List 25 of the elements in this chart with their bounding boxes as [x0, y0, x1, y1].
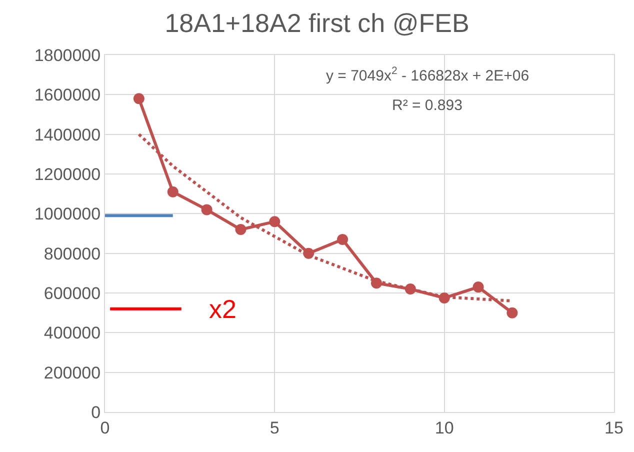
point	[337, 234, 348, 245]
y-tick-label: 400000	[44, 324, 101, 343]
chart-title: 18A1+18A2 first ch @FEB	[164, 8, 470, 38]
point	[133, 93, 144, 104]
x-tick-label: 15	[604, 418, 624, 438]
y-tick-label: 0	[91, 402, 101, 422]
point	[201, 204, 212, 216]
y-tick-label: 1000000	[34, 204, 101, 224]
y-tick-label: 1800000	[34, 46, 101, 65]
x-tick-label: 5	[270, 418, 280, 438]
point	[167, 186, 178, 198]
annotation: y = 7049x$^{2}$ - 166828x + 2E+06	[326, 65, 530, 84]
y-tick-label: 800000	[44, 244, 101, 264]
y-tick-label: 1400000	[34, 125, 101, 144]
y-tick-label: 600000	[44, 284, 101, 303]
y-tick-label: 200000	[44, 363, 101, 382]
point	[269, 216, 280, 228]
point	[235, 224, 246, 236]
annotation: x2	[209, 294, 236, 324]
x-tick-label: 10	[434, 418, 454, 438]
y-tick-label: 1200000	[34, 164, 101, 184]
y-tick-label: 1600000	[34, 86, 101, 105]
annotation: R² = 0.893	[392, 97, 462, 114]
point	[472, 282, 484, 293]
point	[506, 307, 518, 318]
